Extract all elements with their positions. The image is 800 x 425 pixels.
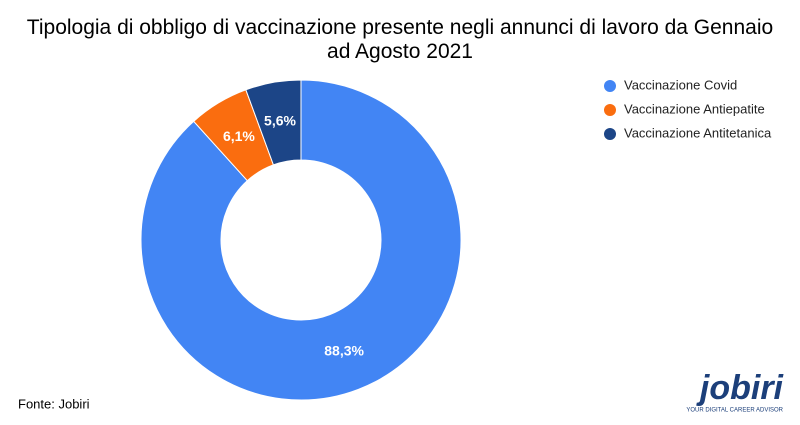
data-label: 88,3% [324,343,364,359]
legend-swatch [604,104,616,116]
legend-swatch [604,80,616,92]
source: Fonte: Jobiri [18,396,90,411]
chart-title: Tipologia di obbligo di vaccinazione pre… [26,16,774,63]
logo-tagline: YOUR DIGITAL CAREER ADVISOR [686,408,783,414]
legend-label: Vaccinazione Antiepatite [624,101,765,116]
legend-swatch [604,128,616,140]
data-label: 5,6% [264,113,296,129]
legend-label: Vaccinazione Covid [624,77,737,92]
logo: jobiri YOUR DIGITAL CAREER ADVISOR [686,369,784,414]
data-label: 6,1% [223,128,255,144]
slice [245,79,302,166]
legend-label: Vaccinazione Antitetanica [624,125,772,140]
slice [140,79,462,401]
logo-name: jobiri [696,369,785,407]
